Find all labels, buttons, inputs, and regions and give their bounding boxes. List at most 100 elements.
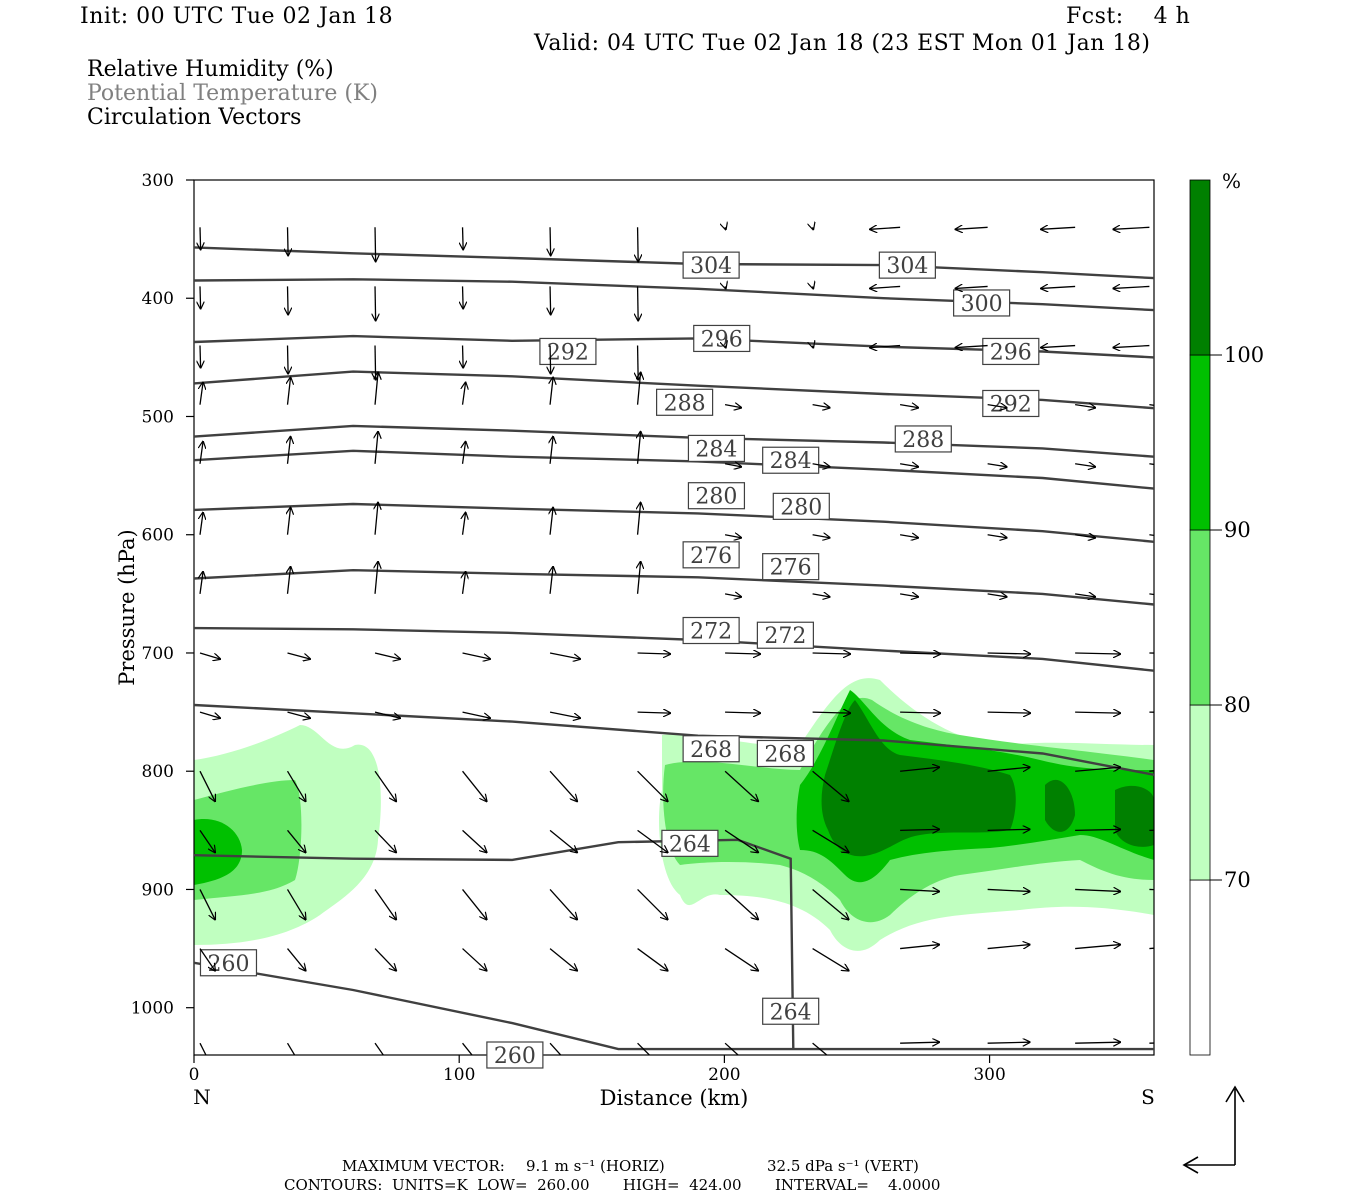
- theta-contour-300: [194, 278, 1154, 312]
- circulation-vector: [812, 770, 849, 801]
- circulation-vector: [1113, 286, 1150, 288]
- circulation-vector: [463, 286, 464, 308]
- circulation-vector: [1149, 404, 1154, 406]
- circulation-vector: [725, 346, 726, 348]
- circulation-vector: [286, 1042, 296, 1055]
- contour-label-272: 272: [764, 624, 806, 649]
- circulation-vector: [900, 1042, 939, 1043]
- circulation-vector: [199, 652, 220, 659]
- plot-frame: [193, 179, 1155, 1056]
- circulation-vector: [374, 770, 396, 801]
- circulation-vector: [987, 829, 1030, 830]
- circulation-vector: [200, 345, 201, 368]
- y-tick-label: 1000: [131, 999, 174, 1019]
- circulation-vector: [288, 437, 291, 464]
- rh-100-region-east: [1045, 779, 1075, 832]
- circulation-vector: [637, 948, 668, 971]
- contour-label-box: [982, 389, 1040, 418]
- circulation-vector: [1075, 535, 1095, 538]
- contour-label-284: 284: [695, 437, 737, 462]
- contour-label-box: [486, 1041, 544, 1069]
- max-vector-reference: [1182, 1085, 1245, 1174]
- circulation-vector: [900, 535, 918, 538]
- circulation-vector: [1075, 945, 1120, 950]
- contour-label-box: [756, 739, 814, 768]
- circulation-vector: [724, 405, 741, 408]
- circulation-vector: [550, 437, 553, 464]
- contour-label-box: [656, 388, 714, 416]
- circulation-vector: [462, 711, 491, 718]
- circulation-vector: [724, 770, 758, 801]
- circulation-vector: [374, 948, 396, 971]
- contour-label-272: 272: [690, 620, 732, 645]
- circulation-vector: [1149, 463, 1154, 466]
- circulation-vector: [549, 770, 577, 801]
- circulation-vector: [900, 767, 939, 771]
- circulation-vector: [813, 346, 814, 348]
- theta-contour-280: [194, 502, 1154, 543]
- circulation-vector: [987, 405, 1007, 408]
- circulation-vector: [200, 442, 203, 464]
- circulation-vector: [638, 503, 641, 535]
- y-tick-label: 300: [142, 171, 174, 191]
- axes: 300 400 500 600 700 800 900 1000 0 100 200 300 N S Dis…: [115, 171, 1155, 1110]
- circulation-vector: [288, 345, 289, 374]
- circulation-vector: [812, 594, 830, 597]
- forecast-hour: Fcst: 4 h: [1066, 4, 1191, 29]
- colorbar-label: 100: [1224, 343, 1264, 367]
- circulation-vector: [987, 889, 1030, 891]
- circulation-vector: [987, 594, 1007, 597]
- circulation-vector: [549, 711, 580, 718]
- contour-label-260: 260: [494, 1044, 536, 1069]
- theta-contour-276: [194, 568, 1154, 606]
- circulation-vector: [375, 562, 378, 594]
- contour-label-260: 260: [207, 952, 249, 977]
- circulation-vector: [724, 464, 741, 467]
- circulation-vector: [375, 432, 378, 464]
- circulation-vector: [374, 652, 400, 659]
- contour-label-box: [682, 541, 740, 569]
- circulation-vector: [288, 378, 291, 405]
- circulation-vector: [462, 889, 487, 919]
- colorbar-unit: %: [1222, 169, 1241, 193]
- circulation-vector: [549, 948, 577, 971]
- circulation-vector: [462, 829, 487, 852]
- circulation-vector: [288, 567, 291, 594]
- init-time: Init: 00 UTC Tue 02 Jan 18: [80, 4, 394, 29]
- contour-label-box: [982, 337, 1040, 366]
- circulation-vector: [549, 652, 580, 659]
- circulation-vector: [637, 1042, 651, 1055]
- contour-label-296: 296: [990, 340, 1032, 365]
- circulation-vector: [374, 1042, 385, 1055]
- colorbar: 70 80 90 100%: [1189, 169, 1264, 1056]
- circulation-vector: [1075, 712, 1120, 713]
- circulation-vector: [200, 286, 201, 308]
- circulation-vector: [1149, 534, 1154, 537]
- circulation-vector: [1075, 889, 1120, 891]
- circulation-vectors: [199, 227, 1154, 1055]
- circulation-vector: [725, 227, 726, 229]
- circulation-vector: [900, 829, 939, 830]
- circulation-vector: [463, 227, 464, 249]
- contour-label-288: 288: [902, 428, 944, 453]
- circulation-vector: [638, 345, 639, 380]
- circulation-vector: [549, 829, 577, 852]
- circulation-vector: [375, 286, 376, 320]
- circulation-vector: [463, 383, 466, 405]
- rh-100-region-edge: [1115, 785, 1154, 847]
- circulation-vector: [462, 652, 491, 659]
- circulation-vector: [200, 383, 203, 405]
- circulation-vector: [199, 948, 215, 971]
- circulation-vector: [812, 464, 830, 467]
- circulation-vector: [462, 1042, 473, 1055]
- circulation-vector: [287, 829, 306, 852]
- circulation-vector: [987, 767, 1030, 772]
- colorbar-segment: [1189, 879, 1211, 1056]
- circulation-vector: [956, 227, 988, 229]
- contour-label-box: [772, 492, 830, 520]
- contour-label-300: 300: [961, 292, 1003, 317]
- circulation-vector: [987, 653, 1030, 654]
- contour-label-296: 296: [701, 327, 743, 352]
- circulation-vector: [200, 513, 203, 535]
- x-end-label-south: S: [1141, 1085, 1155, 1109]
